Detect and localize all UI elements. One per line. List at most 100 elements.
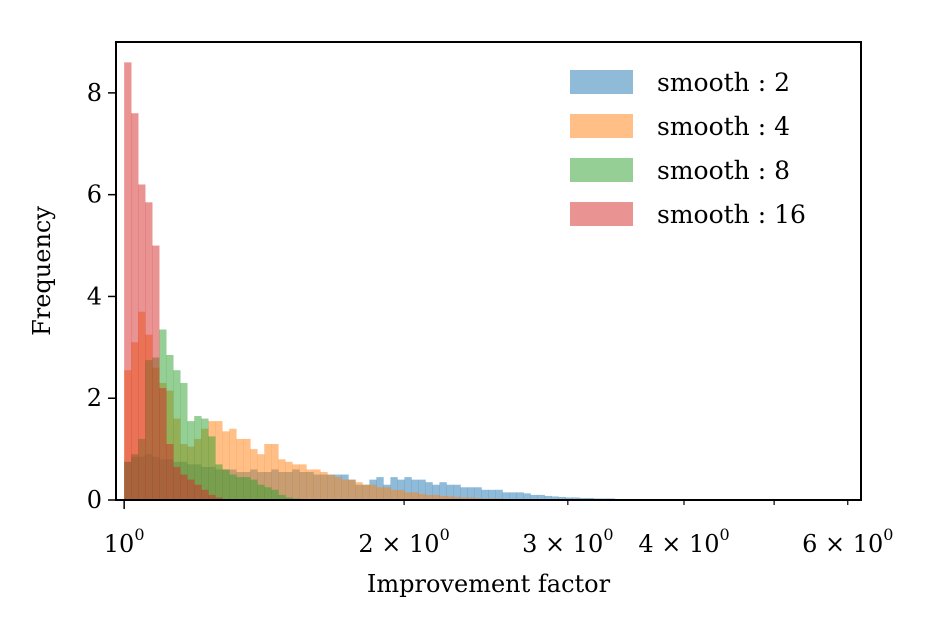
bar xyxy=(166,354,174,500)
bar xyxy=(222,469,230,500)
bar xyxy=(124,62,132,501)
x-tick-label: 2 × 100 xyxy=(358,525,449,558)
bar xyxy=(516,492,524,500)
bar xyxy=(362,484,370,500)
y-tick-label: 2 xyxy=(87,384,102,412)
bar xyxy=(551,496,559,500)
bar xyxy=(502,492,510,500)
bar xyxy=(418,479,426,500)
bar xyxy=(411,479,419,500)
y-tick-label: 0 xyxy=(87,486,102,514)
bar xyxy=(271,489,279,500)
bar xyxy=(180,382,188,500)
bar xyxy=(397,489,405,500)
bar xyxy=(215,421,223,500)
bar xyxy=(285,461,293,500)
legend-label: smooth : 4 xyxy=(657,112,790,141)
bar xyxy=(250,479,258,500)
bar xyxy=(201,489,209,500)
bar xyxy=(229,474,237,500)
bar xyxy=(341,479,349,500)
legend-swatch xyxy=(570,158,633,182)
bar xyxy=(264,444,272,500)
x-tick-label: 6 × 100 xyxy=(802,525,893,558)
bar xyxy=(495,489,503,500)
bar xyxy=(446,484,454,500)
bar xyxy=(222,431,230,500)
bar xyxy=(425,482,433,500)
bar xyxy=(537,494,545,500)
bar xyxy=(488,489,496,500)
bar xyxy=(271,444,279,500)
bar xyxy=(439,495,447,500)
bar xyxy=(173,370,181,500)
bar xyxy=(299,464,307,500)
bar xyxy=(292,464,300,500)
legend-label: smooth : 2 xyxy=(657,68,790,97)
legend-label: smooth : 8 xyxy=(657,156,790,185)
bar xyxy=(523,493,531,500)
bar xyxy=(208,494,216,500)
bar xyxy=(187,421,195,500)
bar xyxy=(411,492,419,500)
bar xyxy=(320,472,328,500)
bar xyxy=(187,479,195,500)
bar xyxy=(138,184,146,501)
y-axis: 0 2 4 6 8 xyxy=(87,79,116,514)
bar xyxy=(404,477,412,500)
bar xyxy=(565,497,573,500)
series-4-bars xyxy=(124,62,237,501)
bar xyxy=(236,438,244,500)
y-tick-label: 4 xyxy=(87,282,102,310)
bar xyxy=(152,245,160,500)
bar xyxy=(348,479,356,500)
bar xyxy=(201,418,209,500)
bar xyxy=(530,494,538,500)
bar xyxy=(355,482,363,500)
bar xyxy=(145,202,153,501)
bar xyxy=(558,496,566,500)
bar xyxy=(376,487,384,500)
bar xyxy=(236,477,244,500)
bar xyxy=(586,497,594,500)
bar xyxy=(453,484,461,500)
bar xyxy=(334,477,342,500)
bar xyxy=(243,438,251,500)
x-axis: 100 2 × 100 3 × 100 4 × 100 6 × 100 xyxy=(104,500,893,558)
bar xyxy=(264,487,272,500)
bar xyxy=(278,494,286,500)
bar xyxy=(257,454,265,500)
bar xyxy=(383,487,391,500)
bars-layer xyxy=(124,62,854,501)
bar xyxy=(446,496,454,500)
bar xyxy=(194,484,202,500)
bar xyxy=(439,482,447,500)
bar xyxy=(166,444,174,500)
bar xyxy=(369,484,377,500)
y-axis-label: Frequency xyxy=(28,206,56,336)
x-tick-label: 3 × 100 xyxy=(522,525,613,558)
bar xyxy=(173,466,181,500)
x-axis-label: Improvement factor xyxy=(367,570,611,598)
bar xyxy=(215,497,223,500)
bar xyxy=(460,497,468,500)
bar xyxy=(418,493,426,500)
legend-swatch xyxy=(570,114,633,138)
x-tick-label: 4 × 100 xyxy=(638,525,729,558)
legend-label: smooth : 16 xyxy=(657,200,806,229)
bar xyxy=(544,495,552,500)
bar xyxy=(404,492,412,500)
bar xyxy=(572,497,580,500)
plot-frame xyxy=(115,41,862,501)
bar xyxy=(467,487,475,500)
bar xyxy=(313,469,321,500)
bar xyxy=(474,487,482,500)
bar xyxy=(159,388,167,500)
bar xyxy=(278,459,286,500)
y-tick-label: 8 xyxy=(87,79,102,107)
bar xyxy=(306,469,314,500)
bar xyxy=(131,113,139,501)
legend-swatch xyxy=(570,202,633,226)
y-tick-label: 6 xyxy=(87,181,102,209)
